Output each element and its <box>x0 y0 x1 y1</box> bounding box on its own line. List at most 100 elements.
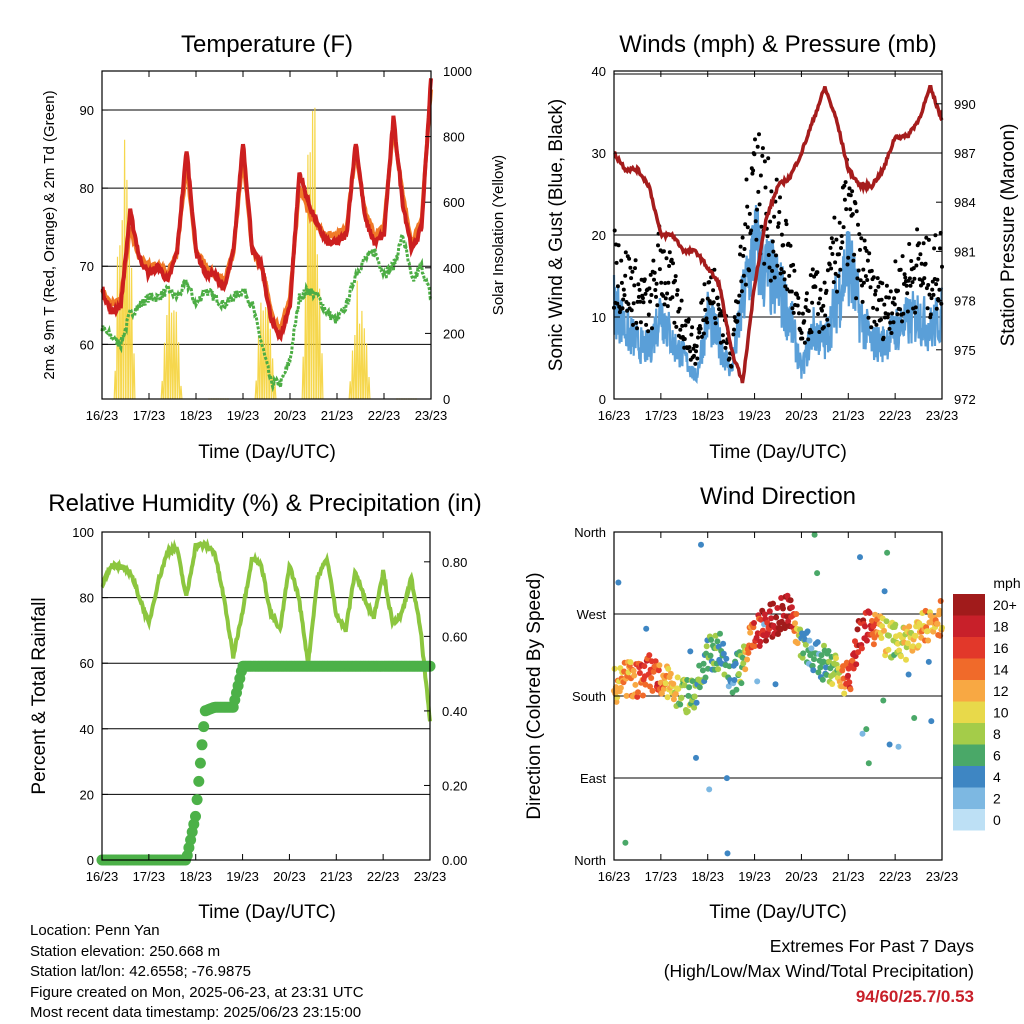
gust-point <box>623 273 628 278</box>
wind-xtick-label: 16/23 <box>598 408 631 423</box>
direction-point <box>642 681 649 688</box>
direction-point <box>678 694 685 701</box>
gust-point <box>770 239 775 244</box>
direction-point <box>815 669 822 676</box>
temp-xtick-label: 22/23 <box>368 408 401 423</box>
gust-point <box>850 212 855 217</box>
gust-point <box>792 268 797 273</box>
gust-point <box>732 315 737 320</box>
direction-point <box>934 620 941 627</box>
gust-point <box>825 317 830 322</box>
direction-point <box>634 693 641 700</box>
gust-point <box>879 297 884 302</box>
wind-xtick-label: 23/23 <box>926 408 959 423</box>
gust-point <box>856 268 861 273</box>
direction-point <box>647 683 653 690</box>
gust-point <box>683 323 688 328</box>
direction-point <box>822 664 829 671</box>
gust-point <box>808 273 813 278</box>
gust-point <box>750 171 755 176</box>
wind-direction-title: Wind Direction <box>700 483 856 510</box>
direction-point <box>764 619 771 626</box>
gust-point <box>687 345 692 350</box>
gust-point <box>781 243 786 248</box>
gust-point <box>882 302 887 307</box>
gust-point <box>892 296 897 301</box>
gust-point <box>935 277 940 282</box>
direction-point <box>617 684 624 691</box>
gust-point <box>758 173 763 178</box>
gust-point <box>781 270 786 275</box>
gust-point <box>929 296 934 301</box>
gust-point <box>630 269 635 274</box>
solar-ytick-label-right: 200 <box>443 326 465 341</box>
direction-point <box>754 678 761 685</box>
direction-point <box>744 656 751 663</box>
temp-xtick-label: 17/23 <box>133 408 166 423</box>
temp-xtick-label: 21/23 <box>321 408 354 423</box>
gust-point <box>826 323 831 328</box>
gust-point <box>631 322 635 327</box>
direction-point <box>855 649 862 656</box>
pressure-ytick-label-right: 984 <box>954 195 976 210</box>
direction-point <box>811 531 818 538</box>
gust-point <box>641 300 646 305</box>
gust-point <box>926 283 931 287</box>
gust-point <box>767 265 772 270</box>
colorbar-swatch <box>953 809 985 831</box>
gust-point <box>643 291 648 296</box>
rh-xtick-label: 17/23 <box>133 869 166 884</box>
gust-point <box>841 225 846 230</box>
gust-point <box>634 320 639 325</box>
direction-point <box>849 657 856 664</box>
direction-point <box>691 693 698 700</box>
temp-ytick-label: 70 <box>80 259 94 274</box>
temp-xtick-label: 23/23 <box>415 408 448 423</box>
gust-point <box>770 268 775 273</box>
pressure-ytick-label-right: 987 <box>954 146 976 161</box>
direction-point <box>753 634 760 641</box>
direction-point <box>622 839 629 846</box>
humidity-title: Relative Humidity (%) & Precipitation (i… <box>48 490 481 517</box>
gust-point <box>905 309 910 314</box>
gust-point <box>664 256 669 261</box>
direction-point <box>879 623 886 630</box>
direction-point <box>667 670 674 677</box>
dir-ytick-label: East <box>580 771 606 786</box>
gust-point <box>692 353 696 358</box>
gust-point <box>832 215 837 220</box>
gust-point <box>788 243 793 248</box>
gust-point <box>914 263 919 268</box>
direction-point <box>780 605 786 612</box>
gust-point <box>749 228 754 233</box>
pressure-ytick-label-right: 990 <box>954 97 976 112</box>
gust-point <box>931 292 936 297</box>
gust-point <box>778 271 783 276</box>
direction-point <box>862 623 868 630</box>
gust-point <box>927 292 932 297</box>
gust-point <box>694 344 699 349</box>
direction-point <box>635 689 641 696</box>
gust-point <box>675 288 680 293</box>
gust-point <box>648 272 653 277</box>
rh-ytick-label: 80 <box>80 591 94 606</box>
colorbar-label: 18 <box>993 619 1009 635</box>
rh-xtick-label: 22/23 <box>367 869 400 884</box>
gust-point <box>704 316 709 321</box>
precip-point <box>191 794 203 806</box>
gust-point <box>825 268 830 273</box>
gust-point <box>939 301 944 306</box>
gust-point <box>629 308 634 313</box>
gust-point <box>646 312 651 317</box>
direction-point <box>763 637 769 644</box>
direction-point <box>681 682 688 689</box>
direction-point <box>742 666 749 673</box>
direction-point <box>641 663 648 670</box>
direction-series <box>611 531 945 857</box>
gust-point <box>820 308 824 313</box>
gust-point <box>861 267 866 272</box>
gust-point <box>665 304 670 309</box>
wind-ytick-label: 40 <box>592 64 606 79</box>
gust-point <box>700 298 705 303</box>
gust-point <box>831 240 836 245</box>
